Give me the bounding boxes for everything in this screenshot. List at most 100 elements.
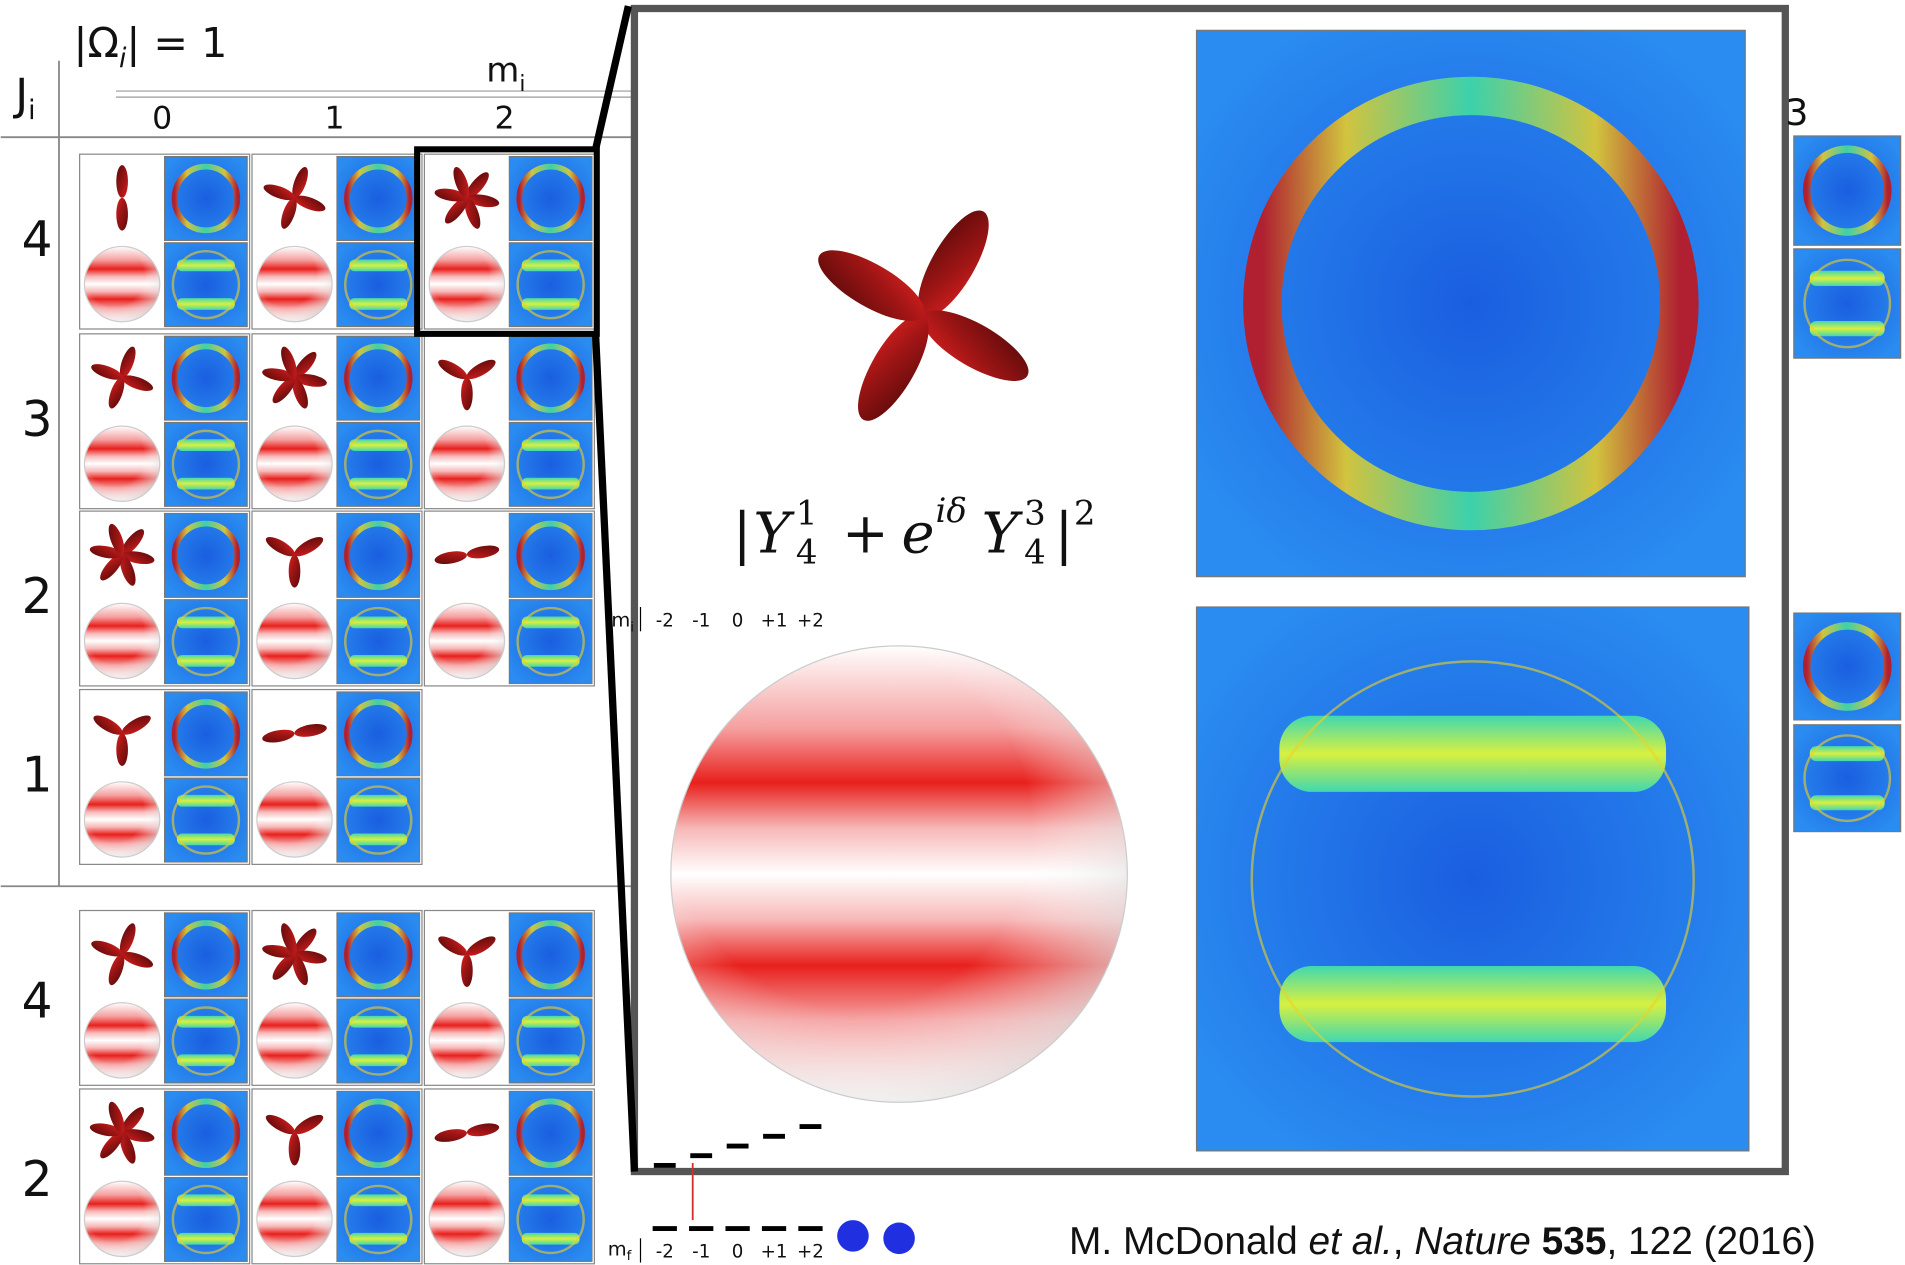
- m-value: -2: [656, 1242, 674, 1263]
- stripe: [522, 1194, 580, 1206]
- citation-space: [1531, 1220, 1542, 1263]
- lobe: [289, 1133, 301, 1166]
- thumbnail: [80, 1089, 250, 1264]
- thumbnail: [252, 911, 422, 1086]
- citation-journal: Nature: [1414, 1220, 1531, 1263]
- image-bg: [165, 600, 248, 684]
- sphere-shade: [257, 1181, 332, 1256]
- stripe: [177, 439, 235, 451]
- thumbnail: [424, 511, 594, 686]
- stripe: [177, 260, 235, 272]
- formula-sub: 4: [1024, 532, 1046, 572]
- sphere-shade: [257, 426, 332, 501]
- thumbnail: [80, 511, 250, 686]
- row-label: 2: [22, 1152, 53, 1208]
- m-value: -2: [656, 610, 674, 631]
- lobe: [116, 165, 128, 198]
- row-label: 1: [22, 748, 53, 804]
- formula-sup: iδ: [936, 491, 967, 531]
- sphere-shade: [429, 246, 504, 321]
- image-bg: [509, 243, 592, 327]
- image-bg: [337, 1178, 420, 1262]
- right-column-label: 3: [1785, 91, 1808, 134]
- omega-label: |Ωi| = 1: [74, 19, 228, 74]
- stripe: [177, 298, 235, 310]
- formula-sup: 3: [1024, 493, 1046, 533]
- column-label: 0: [152, 101, 172, 137]
- stripe: [349, 833, 407, 845]
- stripe: [349, 1194, 407, 1206]
- sphere-shade: [429, 1003, 504, 1078]
- stripe: [522, 439, 580, 451]
- mi-main: m: [611, 608, 630, 631]
- thumbnail: [424, 1089, 594, 1264]
- thumbnail: [252, 511, 422, 686]
- stripe: [349, 439, 407, 451]
- m-label: mi: [486, 50, 525, 97]
- sphere-shade: [429, 603, 504, 678]
- sphere-shade: [257, 782, 332, 857]
- formula-y: Y: [753, 501, 795, 566]
- stripe: [522, 478, 580, 490]
- formula-bar: |: [733, 501, 752, 566]
- mf-main: m: [608, 1237, 627, 1260]
- stripe: [1279, 966, 1666, 1042]
- omega-close: | = 1: [126, 19, 227, 67]
- figure: |Ωi| = 1 mi Ji 3 012432142 | Y 1 4 + e i…: [0, 0, 1905, 1265]
- image-bg: [337, 422, 420, 506]
- stripe: [349, 1054, 407, 1066]
- lobe: [116, 733, 128, 766]
- stripe: [349, 655, 407, 667]
- stripe: [522, 298, 580, 310]
- stripe: [177, 1016, 235, 1028]
- lobe: [461, 954, 473, 987]
- lobe: [461, 378, 473, 411]
- formula-sub: 4: [796, 532, 818, 572]
- sphere-shade: [257, 246, 332, 321]
- stripe: [177, 1194, 235, 1206]
- stripe: [177, 655, 235, 667]
- stripe: [349, 478, 407, 490]
- sphere-shade: [429, 426, 504, 501]
- stripe: [177, 795, 235, 807]
- j-main: J: [12, 69, 28, 120]
- stripe: [1279, 716, 1666, 792]
- stripe: [349, 1233, 407, 1245]
- stripe: [349, 1016, 407, 1028]
- image-bg: [165, 243, 248, 327]
- image-bg: [165, 422, 248, 506]
- m-value: +2: [797, 1242, 824, 1263]
- stripe: [1810, 321, 1885, 336]
- image-bg: [1197, 607, 1749, 1151]
- image-bg: [165, 778, 248, 862]
- stripe: [522, 1233, 580, 1245]
- thumbnail: [252, 334, 422, 509]
- formula-sup: 1: [796, 493, 818, 533]
- image-bg: [337, 999, 420, 1083]
- citation-volume: 535: [1542, 1220, 1607, 1263]
- thumbnail-grid: [80, 154, 595, 1264]
- stripe: [1810, 746, 1885, 761]
- thumbnail: [252, 1089, 422, 1264]
- stripe: [177, 478, 235, 490]
- stripe: [522, 616, 580, 628]
- mf-label: mf: [608, 1237, 632, 1264]
- column-label: 2: [494, 101, 514, 137]
- omega-open: |Ω: [74, 19, 119, 67]
- row-label: 4: [22, 212, 53, 268]
- image-bg: [165, 999, 248, 1083]
- row-label: 2: [22, 569, 53, 625]
- row-label: 4: [22, 973, 53, 1029]
- j-label: Ji: [12, 69, 35, 126]
- body: {"header":{"omega":{"open":"|Ω","sub":"i…: [0, 0, 1905, 1265]
- sphere-shade: [84, 426, 159, 501]
- j-sub: i: [28, 95, 35, 126]
- sphere-shade: [84, 1003, 159, 1078]
- sphere-shade: [671, 646, 1127, 1102]
- stripe: [349, 298, 407, 310]
- sphere-shade: [429, 1181, 504, 1256]
- formula-plus: +: [842, 501, 889, 566]
- image-bg: [509, 600, 592, 684]
- sphere-shade: [84, 1181, 159, 1256]
- formula-e: e: [902, 501, 935, 566]
